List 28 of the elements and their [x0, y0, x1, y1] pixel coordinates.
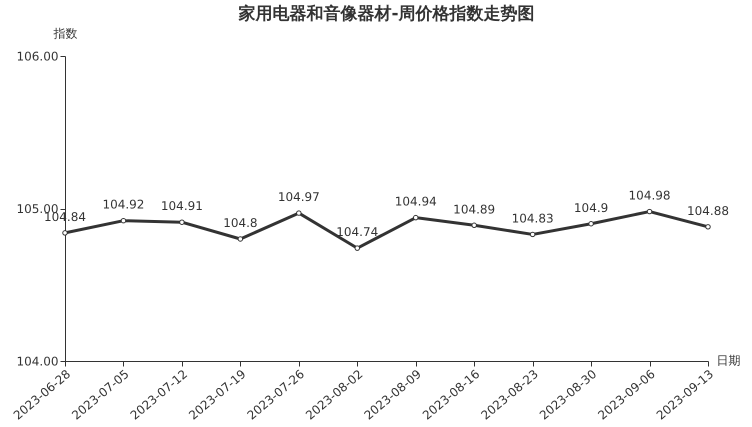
data-label: 104.94: [394, 194, 437, 209]
point: [238, 236, 244, 242]
x-axis-title: 日期: [716, 354, 740, 368]
y-tick-label: 106.00: [16, 50, 58, 64]
data-label: 104.9: [574, 200, 608, 215]
chart-title: 家用电器和音像器材-周价格指数走势图: [237, 4, 535, 24]
data-label: 104.74: [336, 225, 378, 240]
data-label: 104.97: [278, 190, 320, 204]
point: [62, 230, 68, 236]
point: [705, 224, 711, 230]
point: [530, 232, 536, 238]
data-label: 104.89: [453, 202, 496, 216]
data-label: 104.98: [628, 188, 671, 203]
point: [471, 222, 477, 228]
data-label: 104.83: [512, 211, 554, 226]
data-label: 104.8: [223, 216, 258, 230]
point: [412, 214, 418, 220]
data-label: 104.92: [102, 198, 144, 212]
point: [296, 210, 302, 216]
data-label: 104.91: [160, 199, 203, 214]
data-label: 104.88: [687, 204, 729, 218]
point: [646, 208, 652, 214]
y-tick-label: 104.00: [16, 354, 58, 368]
point: [179, 219, 185, 225]
y-axis-title: 指数: [52, 26, 78, 40]
point: [120, 218, 126, 224]
point: [354, 245, 360, 251]
point: [588, 221, 594, 226]
